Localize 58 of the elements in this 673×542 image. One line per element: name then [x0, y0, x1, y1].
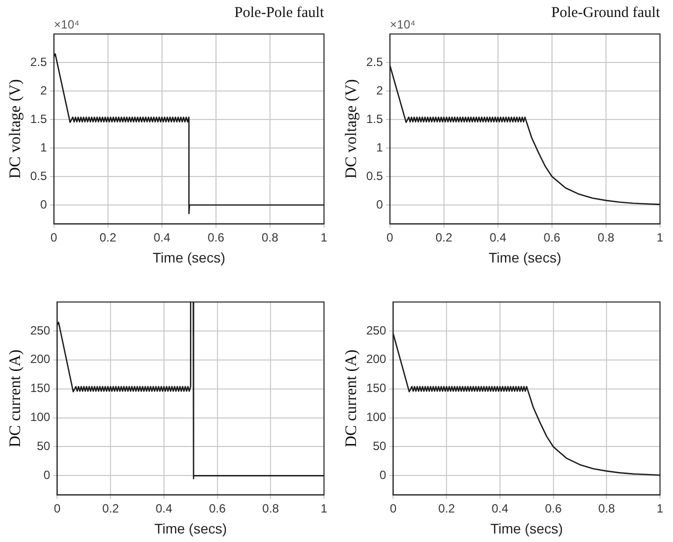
x-tick-label: 1	[656, 501, 664, 516]
y-tick-label: 2	[376, 83, 384, 98]
x-tick-label: 0.8	[262, 501, 280, 516]
y-tick-label: 150	[30, 381, 51, 396]
y-tick-label: 0	[40, 197, 48, 212]
x-axis-title: Time (secs)	[154, 520, 227, 536]
x-tick-label: 0.6	[208, 230, 225, 244]
x-tick-label: 1	[320, 230, 328, 244]
chart-title: Pole-Pole fault	[234, 4, 325, 21]
x-tick-label: 0.6	[544, 230, 561, 244]
y-tick-label: 200	[30, 352, 51, 366]
y-tick-label: 2	[40, 83, 48, 98]
x-axis-title: Time (secs)	[490, 520, 563, 536]
x-tick-label: 0.6	[544, 501, 562, 516]
x-tick-label: 0.2	[100, 230, 117, 244]
y-axis-title: DC current (A)	[6, 350, 24, 448]
x-tick-label: 0.2	[436, 230, 453, 244]
y-tick-label: 0	[376, 197, 384, 212]
chart-title: Pole-Ground fault	[551, 4, 661, 21]
y-tick-label: 250	[366, 323, 387, 338]
y-tick-label: 0.5	[366, 168, 384, 183]
y-tick-label: 0	[44, 468, 51, 482]
y-axis-title: DC voltage (V)	[6, 79, 24, 179]
x-tick-label: 0.8	[598, 501, 616, 516]
x-tick-label: 1	[320, 501, 328, 516]
text: ×10⁴	[390, 17, 416, 32]
x-tick-label: 0.4	[492, 501, 509, 516]
x-tick-label: 0	[390, 501, 397, 516]
x-tick-label: 0.4	[490, 230, 507, 244]
y-tick-label: 200	[366, 352, 387, 366]
text: ×10⁴	[54, 17, 80, 32]
x-tick-label: 0	[54, 501, 61, 516]
x-tick-label: 0.6	[208, 501, 226, 516]
y-tick-label: 1	[40, 140, 48, 154]
y-tick-label: 1	[376, 140, 384, 154]
x-tick-label: 1	[656, 230, 664, 244]
y-tick-label: 250	[30, 323, 51, 338]
y-tick-label: 1.5	[30, 112, 48, 126]
y-axis-title: DC voltage (V)	[342, 79, 360, 179]
y-tick-label: 1.5	[366, 112, 384, 126]
x-tick-label: 0.4	[156, 501, 173, 516]
x-tick-label: 0.2	[438, 501, 456, 516]
y-tick-label: 50	[372, 439, 387, 454]
y-tick-label: 100	[30, 410, 51, 424]
y-tick-label: 150	[366, 381, 387, 396]
x-tick-label: 0.4	[154, 230, 171, 244]
y-tick-label: 0.5	[30, 168, 48, 183]
y-tick-label: 100	[366, 410, 387, 424]
x-axis-title: Time (secs)	[152, 249, 226, 266]
x-tick-label: 0.8	[262, 230, 279, 244]
y-tick-label: 0	[380, 468, 387, 482]
y-tick-label: 2.5	[30, 54, 48, 69]
y-tick-label: 2.5	[366, 54, 384, 69]
y-axis-title: DC current (A)	[342, 350, 360, 448]
x-axis-title: Time (secs)	[488, 249, 562, 266]
x-tick-label: 0.2	[102, 501, 120, 516]
y-tick-label: 50	[36, 439, 51, 454]
x-tick-label: 0.8	[598, 230, 615, 244]
